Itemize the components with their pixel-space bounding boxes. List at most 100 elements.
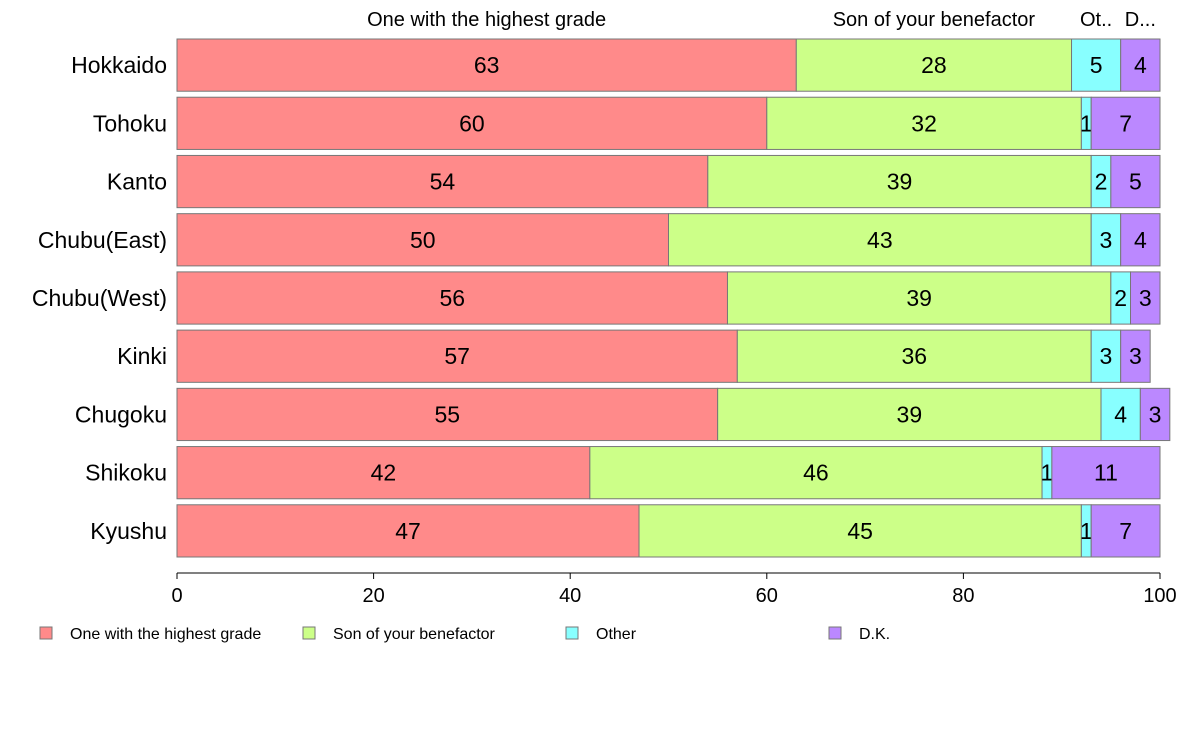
data-label: 2 — [1114, 285, 1127, 311]
x-tick-label: 20 — [362, 585, 384, 607]
bar-segment — [726, 271, 1112, 325]
bar-segment — [176, 271, 728, 325]
data-label: 39 — [887, 169, 913, 195]
series-header-label: D... — [1125, 9, 1156, 31]
bar-segment — [1090, 329, 1122, 383]
category-label: Kyushu — [90, 518, 167, 544]
data-label: 42 — [371, 460, 397, 486]
data-label: 1 — [1041, 460, 1054, 486]
bar-segment — [176, 387, 719, 442]
bar-segment — [1090, 504, 1161, 558]
bar-segment — [1071, 38, 1122, 92]
data-label: 4 — [1134, 227, 1147, 253]
bar-segment — [717, 387, 1102, 442]
bar-segment — [795, 38, 1073, 92]
legend-swatch — [828, 626, 842, 640]
bar-segment — [668, 213, 1092, 267]
data-label: 57 — [444, 343, 470, 369]
bar-segment — [638, 504, 1082, 558]
data-label: 50 — [410, 227, 436, 253]
data-label: 4 — [1134, 52, 1147, 78]
bar-segment — [1051, 446, 1161, 500]
legend-label: Other — [596, 626, 637, 643]
data-label: 28 — [921, 52, 947, 78]
bar-segment — [176, 154, 709, 209]
bars-layer: 63 28 5 460 32 1 754 39 2 550 43 3 456 39 2 357 36 3 355 39… — [176, 38, 1171, 558]
x-tick-label: 80 — [952, 585, 974, 607]
bar-segment — [176, 96, 768, 150]
data-label: 3 — [1139, 285, 1152, 311]
data-label: 5 — [1129, 169, 1142, 195]
bar-segment — [1120, 213, 1161, 267]
legend-label: One with the highest grade — [70, 626, 261, 643]
series-header-label: Son of your benefactor — [833, 9, 1036, 31]
data-label: 56 — [439, 285, 465, 311]
bar-segment — [1090, 96, 1161, 150]
data-label: 60 — [459, 110, 485, 136]
data-label: 39 — [897, 401, 923, 427]
legend-label: Son of your benefactor — [333, 626, 496, 643]
series-header-label: One with the highest grade — [367, 9, 606, 31]
data-label: 7 — [1119, 518, 1132, 544]
bar-segment — [1139, 387, 1171, 442]
x-tick-label: 60 — [756, 585, 778, 607]
data-label: 1 — [1080, 110, 1093, 136]
data-label: 3 — [1129, 343, 1142, 369]
category-label: Chubu(East) — [38, 227, 167, 253]
category-label: Kanto — [107, 169, 167, 195]
category-label: Kinki — [117, 343, 167, 369]
data-label: 32 — [911, 110, 937, 136]
data-label: 3 — [1100, 227, 1113, 253]
data-label: 5 — [1090, 52, 1103, 78]
data-label: 3 — [1149, 401, 1162, 427]
y-axis-labels: Hokkaido Tohoku Kanto Chubu(East) Chubu(West… — [32, 52, 167, 544]
category-label: Hokkaido — [71, 52, 167, 78]
bar-segment — [589, 446, 1043, 500]
category-label: Chugoku — [75, 401, 167, 427]
data-label: 3 — [1100, 343, 1113, 369]
bar-segment — [1090, 213, 1122, 267]
bar-segment — [1120, 38, 1161, 92]
legend-swatch — [302, 626, 316, 640]
bar-segment — [766, 96, 1082, 150]
x-tick-label: 0 — [171, 585, 182, 607]
series-header-label: Ot.. — [1080, 9, 1112, 31]
bar-segment — [1120, 329, 1151, 383]
bar-segment — [176, 504, 640, 558]
legend-label: D.K. — [859, 626, 890, 643]
data-label: 63 — [474, 52, 500, 78]
bar-segment — [1100, 387, 1141, 442]
bar-segment — [707, 154, 1092, 209]
bar-segment — [176, 213, 669, 267]
bar-segment — [176, 329, 738, 383]
data-label: 1 — [1080, 518, 1093, 544]
legend: One with the highest grade Son of your be… — [39, 626, 890, 643]
legend-swatch — [39, 626, 53, 640]
category-label: Shikoku — [85, 460, 167, 486]
data-label: 2 — [1095, 169, 1108, 195]
legend-swatch — [565, 626, 579, 640]
bar-segment — [1130, 271, 1161, 325]
data-label: 43 — [867, 227, 893, 253]
data-label: 46 — [803, 460, 829, 486]
data-label: 55 — [435, 401, 461, 427]
x-tick-label: 40 — [559, 585, 581, 607]
top-series-labels: One with the highest grade Son of your be… — [367, 9, 1156, 31]
category-label: Tohoku — [93, 110, 167, 136]
data-label: 47 — [395, 518, 421, 544]
data-label: 7 — [1119, 110, 1132, 136]
bar-segment — [176, 446, 591, 500]
data-label: 39 — [906, 285, 932, 311]
data-label: 11 — [1094, 460, 1118, 486]
category-label: Chubu(West) — [32, 285, 167, 311]
bar-segment — [1110, 154, 1161, 209]
bar-segment — [176, 38, 797, 92]
x-tick-label: 100 — [1143, 585, 1176, 607]
data-label: 4 — [1114, 401, 1127, 427]
data-label: 54 — [430, 169, 456, 195]
data-label: 36 — [901, 343, 927, 369]
bar-segment — [736, 329, 1092, 383]
data-label: 45 — [847, 518, 873, 544]
